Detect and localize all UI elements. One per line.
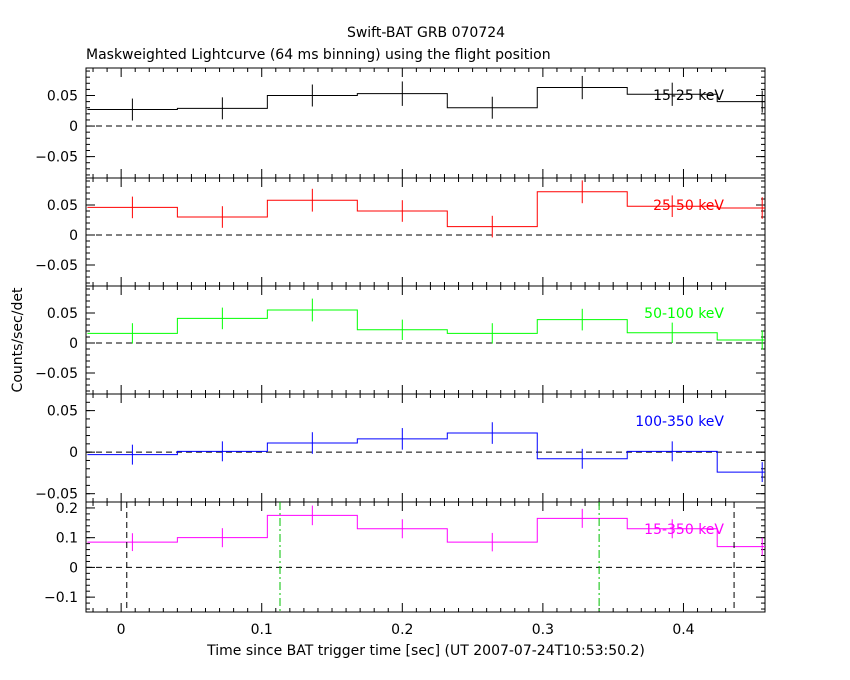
chart-title: Swift-BAT GRB 070724	[347, 25, 505, 41]
x-tick-label: 0.1	[251, 622, 273, 638]
y-tick-label: −0.05	[35, 487, 78, 503]
panel-frame	[85, 177, 766, 287]
panel-25-50-kev: 0.05 0 −0.05 25-50 keV	[35, 177, 766, 287]
y-tick-label: 0.05	[47, 404, 78, 420]
y-tick-label: 0.05	[47, 89, 78, 105]
y-tick-label: 0	[69, 560, 78, 576]
y-tick-label: 0.05	[47, 306, 78, 322]
y-tick-label: 0.2	[56, 501, 78, 517]
y-tick-label: −0.1	[44, 590, 78, 606]
x-tick-label: 0.3	[532, 622, 554, 638]
panel-100-350-kev: 0.05 0 −0.05 100-350 keV	[35, 393, 766, 503]
y-tick-label: −0.05	[35, 150, 78, 166]
y-tick-label: 0	[69, 445, 78, 461]
y-tick-label: 0.05	[47, 198, 78, 214]
x-axis-label: Time since BAT trigger time [sec] (UT 20…	[206, 643, 645, 659]
x-tick-label: 0	[117, 622, 126, 638]
panel-frame	[85, 67, 766, 179]
band-label: 100-350 keV	[635, 414, 724, 430]
y-tick-label: 0	[69, 336, 78, 352]
band-label: 25-50 keV	[653, 198, 724, 214]
y-tick-label: 0	[69, 228, 78, 244]
panel-15-25-kev: 0.05 0 −0.05 15-25 keV	[35, 67, 766, 179]
y-axis-label: Counts/sec/det	[10, 287, 26, 392]
x-tick-label: 0.2	[391, 622, 413, 638]
band-label: 15-350 keV	[644, 522, 724, 538]
panel-frame	[85, 285, 766, 395]
panel-50-100-kev: 0.05 0 −0.05 50-100 keV	[35, 285, 766, 395]
panel-15-350-kev: 0.2 0.1 0 −0.1 15-350 keV	[44, 501, 766, 613]
y-tick-label: 0.1	[56, 531, 78, 547]
panel-frame	[85, 501, 766, 613]
band-label: 15-25 keV	[653, 88, 724, 104]
y-tick-label: −0.05	[35, 366, 78, 382]
band-label: 50-100 keV	[644, 306, 724, 322]
y-tick-label: −0.05	[35, 258, 78, 274]
chart-subtitle: Maskweighted Lightcurve (64 ms binning) …	[86, 47, 551, 63]
panel-frame	[85, 393, 766, 503]
y-tick-label: 0	[69, 119, 78, 135]
x-tick-label: 0.4	[672, 622, 694, 638]
